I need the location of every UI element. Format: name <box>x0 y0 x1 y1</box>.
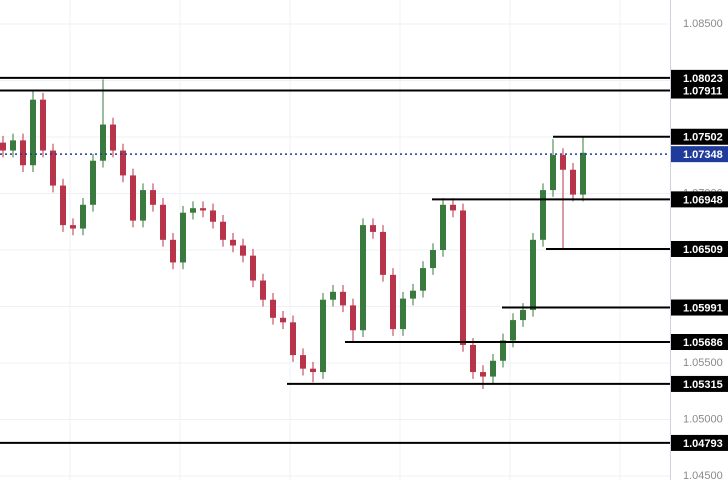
candle-body <box>130 175 136 221</box>
level-label-box <box>671 82 728 99</box>
candle-body <box>440 204 446 251</box>
candle-body <box>110 124 116 151</box>
candle-body <box>210 210 216 222</box>
candle-body <box>280 317 286 323</box>
current-price-label: 1.07348 <box>683 149 723 161</box>
candle-body <box>20 140 26 166</box>
candle-body <box>410 290 416 299</box>
candle-body <box>260 280 266 300</box>
level-label-box <box>671 69 728 86</box>
candle-body <box>160 204 166 240</box>
candle-body <box>540 190 546 240</box>
candle-body <box>230 239 236 246</box>
candle-body <box>100 124 106 161</box>
candle-body <box>370 225 376 232</box>
level-label: 1.05686 <box>683 337 723 349</box>
level-label-box <box>671 375 728 392</box>
level-label: 1.07911 <box>683 85 722 97</box>
y-tick-label: 1.05000 <box>683 413 723 425</box>
candle-body <box>380 231 386 275</box>
level-label-box <box>671 128 728 145</box>
candle-body <box>240 245 246 256</box>
candle-body <box>70 225 76 229</box>
candle-body <box>250 255 256 281</box>
candle-body <box>500 340 506 361</box>
candle-body <box>580 152 586 195</box>
candle-body <box>180 212 186 263</box>
candle-body <box>120 150 126 176</box>
candle-body <box>570 169 576 195</box>
candle-body <box>530 239 536 310</box>
candle-body <box>560 155 566 170</box>
y-tick-label: 1.05500 <box>683 357 723 369</box>
level-label: 1.06948 <box>683 194 723 206</box>
candle-body <box>140 190 146 221</box>
candle-body <box>50 150 56 186</box>
candle-body <box>520 309 526 321</box>
level-label: 1.07502 <box>683 132 723 144</box>
candle-body <box>450 204 456 211</box>
candle-body <box>320 299 326 373</box>
current-price-box <box>671 146 728 163</box>
candle-body <box>420 268 426 291</box>
candle-body <box>290 322 296 356</box>
candle-body <box>30 99 36 166</box>
candle-body <box>550 155 556 191</box>
candle-body <box>90 160 96 205</box>
candle-body <box>330 291 336 300</box>
candle-body <box>0 142 6 151</box>
candle-body <box>220 221 226 240</box>
level-label-box <box>671 299 728 316</box>
level-label-box <box>671 334 728 351</box>
y-tick-label: 1.04500 <box>683 470 723 480</box>
candle-body <box>400 298 406 330</box>
candle-body <box>490 360 496 377</box>
candle-body <box>40 99 46 151</box>
candle-body <box>190 208 196 213</box>
candle-body <box>350 305 356 331</box>
candle-body <box>360 225 366 331</box>
level-label: 1.04793 <box>683 438 723 450</box>
candle-body <box>150 190 156 205</box>
candle-body <box>470 344 476 373</box>
candle-body <box>310 368 316 373</box>
level-label: 1.05315 <box>683 379 723 391</box>
candle-body <box>460 210 466 345</box>
candle-body <box>10 140 16 151</box>
candle-body <box>60 185 66 226</box>
y-tick-label: 1.08500 <box>683 18 723 30</box>
level-label: 1.05991 <box>683 302 723 314</box>
level-label: 1.08023 <box>683 73 723 85</box>
candle-body <box>390 274 396 330</box>
level-label-box <box>671 434 728 451</box>
level-label-box <box>671 240 728 257</box>
candle-body <box>430 250 436 269</box>
candle-body <box>80 204 86 229</box>
level-label-box <box>671 191 728 208</box>
level-label: 1.06509 <box>683 244 723 256</box>
candle-body <box>300 355 306 369</box>
candle-body <box>270 299 276 318</box>
candle-body <box>170 239 176 263</box>
candle-body <box>480 372 486 377</box>
candle-body <box>200 208 206 211</box>
candle-body <box>510 320 516 341</box>
candle-body <box>340 291 346 306</box>
